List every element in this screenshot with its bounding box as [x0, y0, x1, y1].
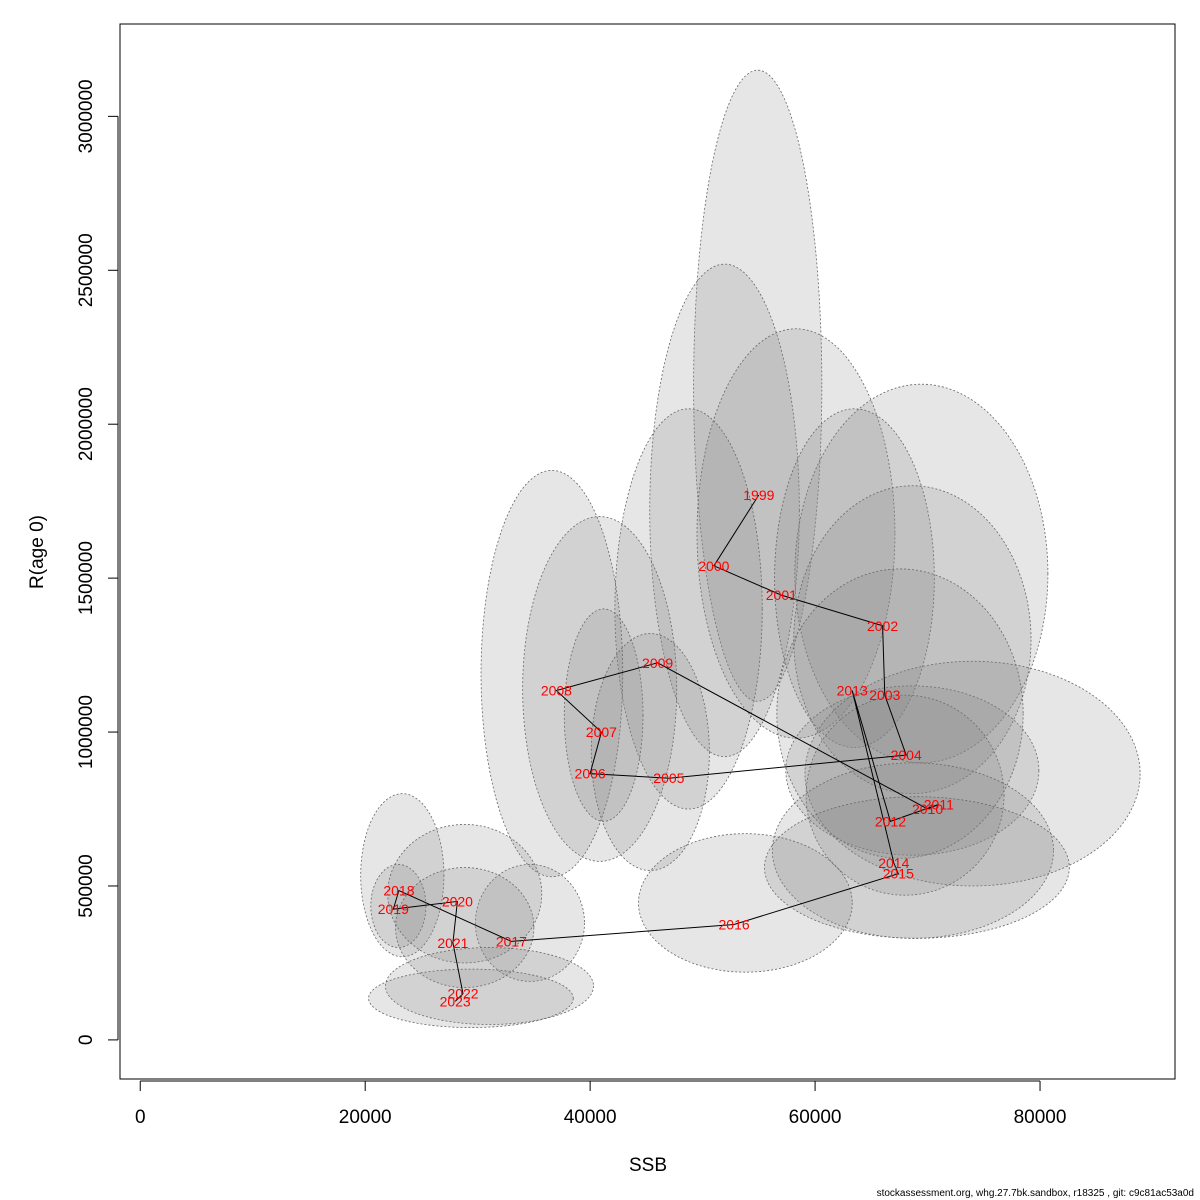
year-label-2009: 2009: [642, 655, 673, 671]
x-tick-label: 80000: [1014, 1107, 1067, 1128]
confidence-ellipse-2010: [785, 685, 1040, 856]
confidence-ellipse-2008: [480, 469, 624, 878]
confidence-ellipse-2009: [590, 633, 710, 871]
year-label-2023: 2023: [440, 993, 471, 1009]
footer-note: stockassessment.org, whg.27.7bk.sandbox,…: [877, 1188, 1194, 1199]
y-tick-label: 1500000: [76, 541, 97, 615]
confidence-ellipse-2006: [522, 516, 678, 862]
y-tick-label: 2500000: [76, 233, 97, 307]
year-label-2002: 2002: [867, 618, 898, 634]
year-label-2007: 2007: [586, 724, 617, 740]
year-label-2022: 2022: [447, 986, 478, 1002]
y-tick-label: 3000000: [76, 79, 97, 153]
year-label-2016: 2016: [719, 916, 750, 932]
year-label-2018: 2018: [383, 883, 414, 899]
year-label-2006: 2006: [575, 766, 606, 782]
year-label-2021: 2021: [437, 935, 468, 951]
year-label-2001: 2001: [766, 587, 797, 603]
confidence-ellipse-2005: [614, 408, 763, 810]
confidence-ellipse-2022: [385, 947, 594, 1025]
year-label-2019: 2019: [378, 901, 409, 917]
confidence-ellipse-2013: [776, 568, 1024, 859]
confidence-ellipse-2007: [563, 608, 644, 822]
year-label-2005: 2005: [653, 770, 684, 786]
year-label-2010: 2010: [912, 801, 943, 817]
year-label-2008: 2008: [541, 682, 572, 698]
y-tick-label: 500000: [76, 854, 97, 917]
y-axis: 0 500000 1000000 1500000 2000000 2500000 30000…: [76, 79, 119, 1046]
year-label-2013: 2013: [837, 682, 868, 698]
confidence-ellipse-2020: [387, 824, 543, 964]
year-label-2017: 2017: [496, 933, 527, 949]
confidence-ellipse-2016: [638, 833, 853, 973]
confidence-ellipse-2017: [475, 864, 585, 982]
year-label-2003: 2003: [869, 687, 900, 703]
x-tick-label: 40000: [564, 1107, 617, 1128]
confidence-ellipse-2023: [368, 968, 574, 1028]
y-tick-label: 0: [76, 1035, 97, 1046]
year-label-2014: 2014: [878, 855, 909, 871]
y-tick-label: 1000000: [76, 695, 97, 769]
plot-frame: [119, 23, 1176, 1080]
confidence-ellipse-2018: [360, 793, 445, 958]
year-label-1999: 1999: [743, 487, 774, 503]
x-tick-label: 60000: [789, 1107, 842, 1128]
confidence-ellipse-2012: [805, 694, 1005, 896]
year-path: [392, 494, 939, 1002]
confidence-ellipses: [360, 69, 1141, 1028]
x-tick-label: 20000: [339, 1107, 392, 1128]
x-axis: 0 20000 40000 60000 80000: [135, 1080, 1067, 1128]
y-axis-title: R(age 0): [27, 515, 48, 589]
x-axis-title: SSB: [629, 1155, 667, 1176]
confidence-ellipse-1999: [693, 69, 823, 702]
confidence-ellipse-2015: [764, 796, 1070, 939]
year-label-2020: 2020: [442, 893, 473, 909]
y-tick-label: 2000000: [76, 387, 97, 461]
year-label-2011: 2011: [924, 796, 954, 812]
confidence-ellipse-2019: [370, 864, 427, 948]
year-label-2000: 2000: [698, 558, 729, 574]
confidence-ellipse-2011: [804, 660, 1141, 887]
confidence-ellipse-2021: [395, 867, 535, 988]
confidence-ellipse-2003: [774, 408, 935, 748]
year-labels: 1999 2000 2001 2002 2003 2004 2005 2006 2007 2008…: [378, 487, 954, 1009]
year-label-2012: 2012: [875, 813, 906, 829]
x-tick-label: 0: [135, 1107, 146, 1128]
year-label-2015: 2015: [883, 866, 914, 882]
confidence-ellipse-2002: [794, 383, 1049, 764]
year-connection-line: [392, 494, 939, 1002]
year-label-2004: 2004: [891, 747, 922, 763]
